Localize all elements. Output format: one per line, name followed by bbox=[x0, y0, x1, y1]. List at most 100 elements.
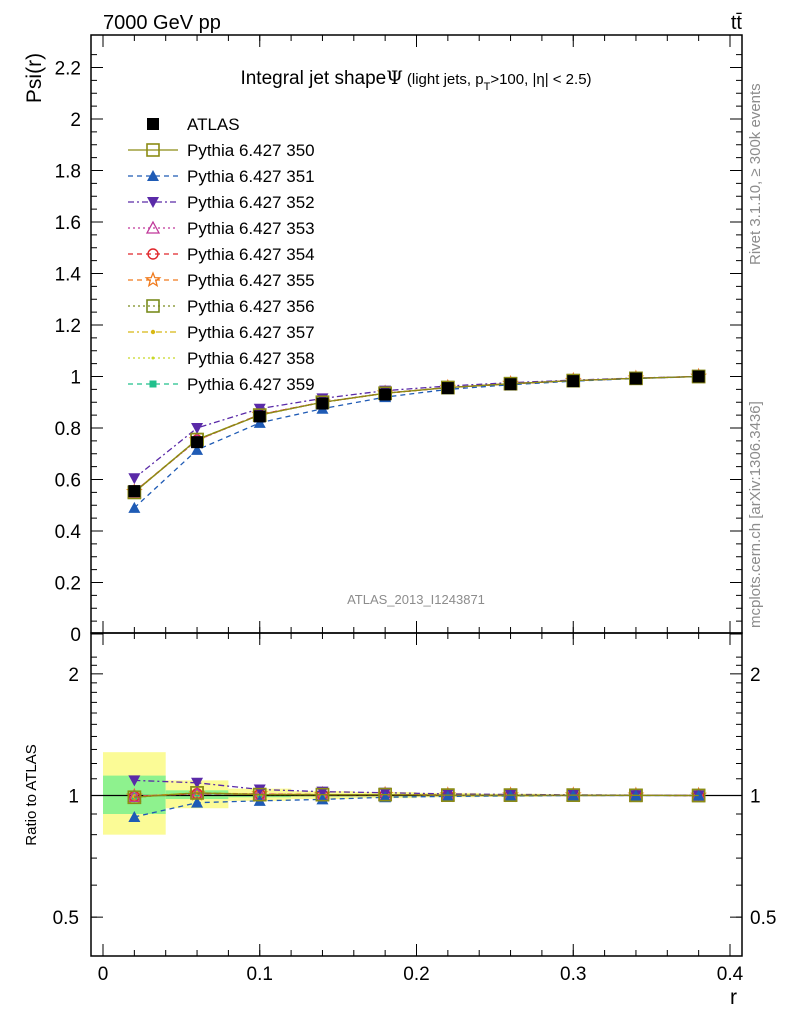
ratio-data-point bbox=[128, 810, 141, 822]
plot-title: Integral jet shapeΨ (light jets, pT>100, … bbox=[240, 67, 591, 93]
main-y-tick-label: 0.6 bbox=[55, 471, 81, 492]
legend-entry-pythia-6-427-356: Pythia 6.427 356 bbox=[128, 297, 315, 316]
main-data-point bbox=[128, 485, 141, 498]
ratio-data-point bbox=[253, 784, 266, 796]
legend-label: Pythia 6.427 353 bbox=[187, 219, 315, 238]
process-label: tt̄ bbox=[731, 12, 743, 34]
ratio-y-tick-label-right: 0.5 bbox=[750, 908, 776, 929]
legend-label: ATLAS bbox=[187, 115, 240, 134]
x-tick-label: 0 bbox=[98, 964, 109, 985]
legend-marker bbox=[146, 299, 160, 313]
main-y-tick-label: 1.8 bbox=[55, 162, 81, 183]
main-data-point bbox=[128, 501, 141, 513]
main-data-point bbox=[504, 378, 517, 391]
title-main: Integral jet shape bbox=[240, 68, 386, 89]
ratio-data-point bbox=[378, 787, 392, 802]
ratio-data-point bbox=[127, 790, 142, 805]
x-tick-label: 0.1 bbox=[247, 964, 273, 985]
main-data-point bbox=[191, 423, 204, 434]
ratio-y-tick-label: 0.5 bbox=[53, 908, 79, 929]
ratio-data-point bbox=[441, 788, 455, 802]
title-symbol: Ψ bbox=[386, 67, 403, 89]
legend-label: Pythia 6.427 358 bbox=[187, 349, 315, 368]
mcplots-label: mcplots.cern.ch [arXiv:1306.3436] bbox=[747, 401, 764, 628]
main-data-point bbox=[316, 397, 329, 410]
main-y-tick-label: 1.4 bbox=[55, 265, 82, 286]
ratio-series-line bbox=[134, 779, 699, 797]
x-tick-label: 0.2 bbox=[403, 964, 429, 985]
main-data-point bbox=[191, 443, 204, 455]
legend-label: Pythia 6.427 352 bbox=[187, 193, 315, 212]
main-data-point bbox=[629, 372, 642, 385]
legend-entry-pythia-6-427-351: Pythia 6.427 351 bbox=[128, 167, 315, 186]
ratio-y-tick-label: 2 bbox=[68, 665, 79, 686]
main-data-point bbox=[191, 436, 204, 449]
legend-marker bbox=[147, 248, 159, 260]
main-y-axis-label: Psi(r) bbox=[23, 53, 46, 103]
legend-label: Pythia 6.427 355 bbox=[187, 271, 315, 290]
main-series-atlas bbox=[128, 370, 705, 498]
legend-marker bbox=[147, 118, 159, 130]
x-tick-label: 0.4 bbox=[717, 964, 744, 985]
legend-entry-pythia-6-427-350: Pythia 6.427 350 bbox=[128, 141, 315, 160]
ratio-y-axis-label: Ratio to ATLAS bbox=[23, 744, 40, 845]
ratio-y-tick-label-right: 2 bbox=[750, 665, 761, 686]
rivet-version-label: Rivet 3.1.10, ≥ 300k events bbox=[747, 83, 764, 265]
legend-label: Pythia 6.427 354 bbox=[187, 245, 315, 264]
legend-marker bbox=[151, 356, 155, 360]
legend-marker bbox=[145, 220, 161, 234]
legend-label: Pythia 6.427 356 bbox=[187, 297, 315, 316]
main-y-tick-label: 1.6 bbox=[55, 213, 81, 234]
ratio-data-point bbox=[691, 788, 706, 803]
ratio-data-point bbox=[629, 788, 643, 803]
main-data-point bbox=[128, 473, 141, 485]
ratio-y-tick-label: 1 bbox=[68, 787, 79, 808]
ratio-data-point bbox=[191, 777, 204, 789]
main-data-point bbox=[692, 370, 705, 383]
main-data-point bbox=[567, 375, 580, 388]
analysis-watermark: ATLAS_2013_I1243871 bbox=[347, 592, 485, 607]
legend-entry-atlas: ATLAS bbox=[147, 115, 240, 134]
ratio-data-point bbox=[315, 787, 330, 802]
legend-label: Pythia 6.427 357 bbox=[187, 323, 315, 342]
legend-entry-pythia-6-427-355: Pythia 6.427 355 bbox=[128, 271, 315, 290]
ratio-data-point bbox=[191, 796, 204, 808]
main-y-tick-label: 0.2 bbox=[55, 574, 81, 595]
legend-entry-pythia-6-427-359: Pythia 6.427 359 bbox=[128, 375, 315, 394]
legend-marker bbox=[147, 170, 159, 181]
legend-marker bbox=[150, 329, 156, 335]
x-axis-label: r bbox=[730, 986, 737, 1009]
main-series-line bbox=[133, 375, 699, 509]
ratio-data-point bbox=[190, 786, 204, 800]
legend-entry-pythia-6-427-352: Pythia 6.427 352 bbox=[128, 193, 315, 212]
legend: ATLAS Pythia 6.427 350 Pythia 6.427 351 Pyt… bbox=[128, 115, 315, 394]
main-series-line bbox=[133, 375, 699, 493]
title-detail-rest: >100, |η| < 2.5) bbox=[490, 71, 591, 88]
ratio-data-point bbox=[316, 793, 329, 805]
main-data-point bbox=[379, 388, 392, 401]
main-data-point bbox=[253, 410, 266, 423]
main-y-tick-label: 2 bbox=[70, 110, 81, 131]
legend-entry-pythia-6-427-357: Pythia 6.427 357 bbox=[128, 323, 315, 342]
ratio-data-point bbox=[441, 790, 454, 802]
main-y-tick-label: 0.8 bbox=[55, 419, 81, 440]
legend-marker bbox=[149, 380, 157, 388]
legend-entry-pythia-6-427-354: Pythia 6.427 354 bbox=[128, 245, 315, 264]
x-tick-label: 0.3 bbox=[560, 964, 586, 985]
main-y-tick-label: 0.4 bbox=[55, 522, 82, 543]
ratio-data-point bbox=[316, 786, 329, 798]
ratio-data-point bbox=[252, 787, 267, 802]
ratio-data-point bbox=[503, 788, 518, 802]
legend-label: Pythia 6.427 351 bbox=[187, 167, 315, 186]
legend-marker bbox=[146, 143, 160, 157]
ratio-series-line bbox=[134, 792, 699, 798]
main-panel: 0 0.2 0.4 0.6 0.8 1 1.2 1.4 1.6 1.8 2 2.2 Psi(r) In… bbox=[23, 34, 743, 646]
ratio-data-point bbox=[379, 791, 392, 803]
legend-marker bbox=[144, 271, 162, 288]
ratio-data-point bbox=[128, 775, 141, 787]
legend-entry-pythia-6-427-358: Pythia 6.427 358 bbox=[128, 349, 315, 368]
ratio-series-pythia-6-427-350 bbox=[127, 786, 706, 805]
legend-label: Pythia 6.427 350 bbox=[187, 141, 315, 160]
ratio-data-point bbox=[566, 788, 581, 802]
